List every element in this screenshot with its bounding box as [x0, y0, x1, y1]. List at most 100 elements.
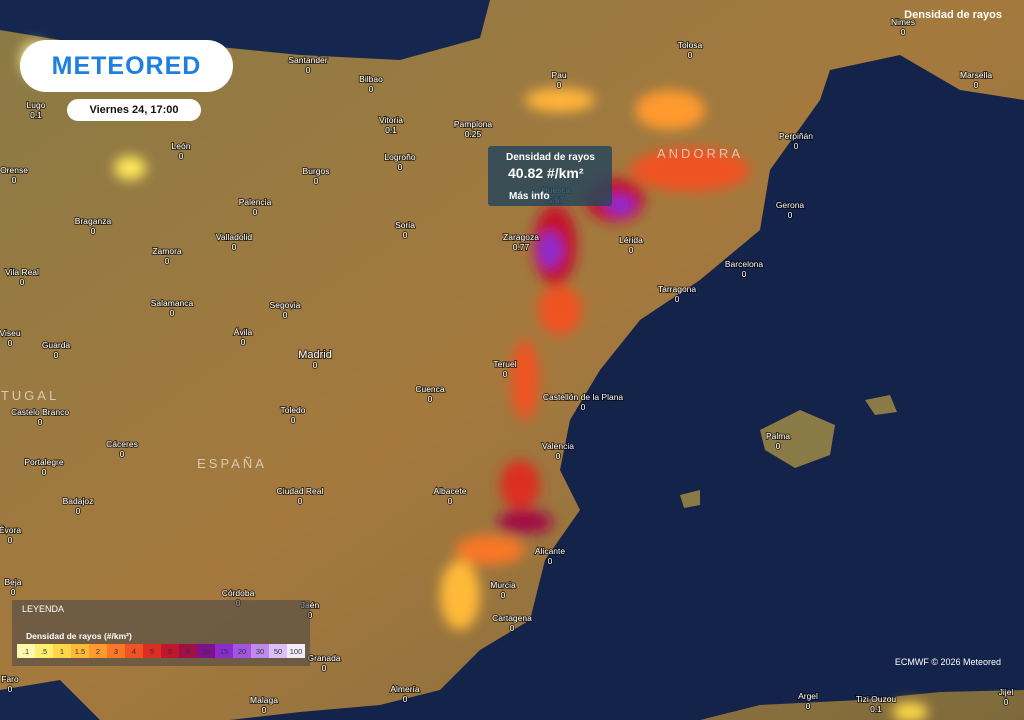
city-value: 0 [688, 50, 693, 60]
island [680, 490, 700, 508]
city-name: Barcelona [725, 259, 764, 269]
city-value: 0.77 [513, 242, 530, 252]
city-value: 0 [262, 705, 267, 715]
legend-swatch: 50 [269, 644, 287, 658]
city-value: 0 [403, 694, 408, 704]
city-value: 0.1 [385, 125, 397, 135]
city-value: 0 [556, 451, 561, 461]
city-value: 0 [742, 269, 747, 279]
city-value: 0 [428, 394, 433, 404]
city-name: Lérida [619, 235, 643, 245]
city-value: 0 [806, 701, 811, 711]
city-name: Gerona [776, 200, 805, 210]
logo[interactable]: METEORED [20, 40, 233, 92]
city-name: Castellón de la Plana [543, 392, 624, 402]
city-name: Zamora [152, 246, 182, 256]
city-name: Tizi Ouzou [856, 694, 897, 704]
city-name: Salamanca [151, 298, 194, 308]
city-value: 0 [503, 369, 508, 379]
date: Viernes 24, 17:00 [67, 99, 201, 121]
legend-scale: .1.5 1 1.5 2 3 4 5 6 8 10 15 20 30 50 100 [17, 644, 305, 658]
city-value: 0 [298, 496, 303, 506]
city-value: 0 [291, 415, 296, 425]
legend-swatch: 4 [125, 644, 143, 658]
city-name: Braganza [75, 216, 112, 226]
legend-swatch: 20 [233, 644, 251, 658]
city-value: 0 [675, 294, 680, 304]
layer-name: Densidad de rayos [904, 9, 1002, 21]
city-value: 0 [369, 84, 374, 94]
tooltip-title: Densidad de rayos [506, 152, 595, 163]
city-value: 0 [306, 65, 311, 75]
city-value: 0 [8, 535, 13, 545]
city-value: 0.1 [30, 110, 42, 120]
city-name: Nimes [891, 17, 915, 27]
city-name: Murcia [490, 580, 516, 590]
city-value: 0 [170, 308, 175, 318]
city-name: Almería [390, 684, 420, 694]
legend-swatch: 15 [215, 644, 233, 658]
city-value: 0 [901, 27, 906, 37]
legend-swatch: 30 [251, 644, 269, 658]
region-label: ESPAÑA [197, 456, 267, 471]
city-value: 0 [54, 350, 59, 360]
legend-swatch: 6 [161, 644, 179, 658]
legend-swatch: 10 [197, 644, 215, 658]
city-name: León [172, 141, 191, 151]
city-value: 0 [8, 684, 13, 694]
city-name: Cáceres [106, 439, 138, 449]
city-name: Valencia [542, 441, 574, 451]
region-label: TUGAL [1, 388, 59, 403]
city-name: Segovia [270, 300, 301, 310]
city-name: Ciudad Real [277, 486, 324, 496]
city-name: Tarragona [658, 284, 697, 294]
city-name: Granada [307, 653, 340, 663]
city-name: Argel [798, 691, 818, 701]
city-name: Córdoba [222, 588, 255, 598]
city-value: 0 [11, 587, 16, 597]
city-value: 0 [42, 467, 47, 477]
city-value: 0 [179, 151, 184, 161]
city-name: Perpiñán [779, 131, 813, 141]
city-name: Santander [288, 55, 327, 65]
city-value: 0 [510, 623, 515, 633]
legend-swatch: 3 [107, 644, 125, 658]
city-name: Cartagena [492, 613, 532, 623]
city-value: 0 [788, 210, 793, 220]
city-name: Palencia [239, 197, 272, 207]
city-name: Faro [1, 674, 19, 684]
sea [0, 680, 100, 720]
sea [0, 0, 490, 60]
legend-swatch: 2 [89, 644, 107, 658]
city-value: 0 [448, 496, 453, 506]
city-name: Palma [766, 431, 790, 441]
city-name: Badajoz [63, 496, 94, 506]
city-value: 0 [322, 663, 327, 673]
city-value: 0 [557, 80, 562, 90]
city-name: Albacete [433, 486, 466, 496]
legend-swatch: 100 [287, 644, 305, 658]
city-name: Cuenca [415, 384, 445, 394]
legend-swatch: .1 [17, 644, 35, 658]
city-value: 0 [776, 441, 781, 451]
city-name: Pamplona [454, 119, 493, 129]
city-name: Teruel [493, 359, 516, 369]
more-info[interactable]: Más info [509, 191, 550, 202]
city-value: 0 [629, 245, 634, 255]
city-name: Toledo [280, 405, 305, 415]
city-name: Valladolid [216, 232, 253, 242]
city-name: Vila Real [5, 267, 39, 277]
city-value: 0 [1004, 697, 1009, 707]
legend-title: LEYENDA [22, 604, 65, 614]
city-value: 0 [8, 338, 13, 348]
tooltip: Densidad de rayos 40.82 #/km² Más info [488, 146, 612, 206]
city-name: Orense [0, 165, 28, 175]
city-value: 0 [20, 277, 25, 287]
island [760, 410, 835, 468]
city-name: Logroño [384, 152, 415, 162]
sea [230, 55, 1024, 720]
city-name: Marsella [960, 70, 992, 80]
legend-swatch: 5 [143, 644, 161, 658]
city-name: Lugo [27, 100, 46, 110]
